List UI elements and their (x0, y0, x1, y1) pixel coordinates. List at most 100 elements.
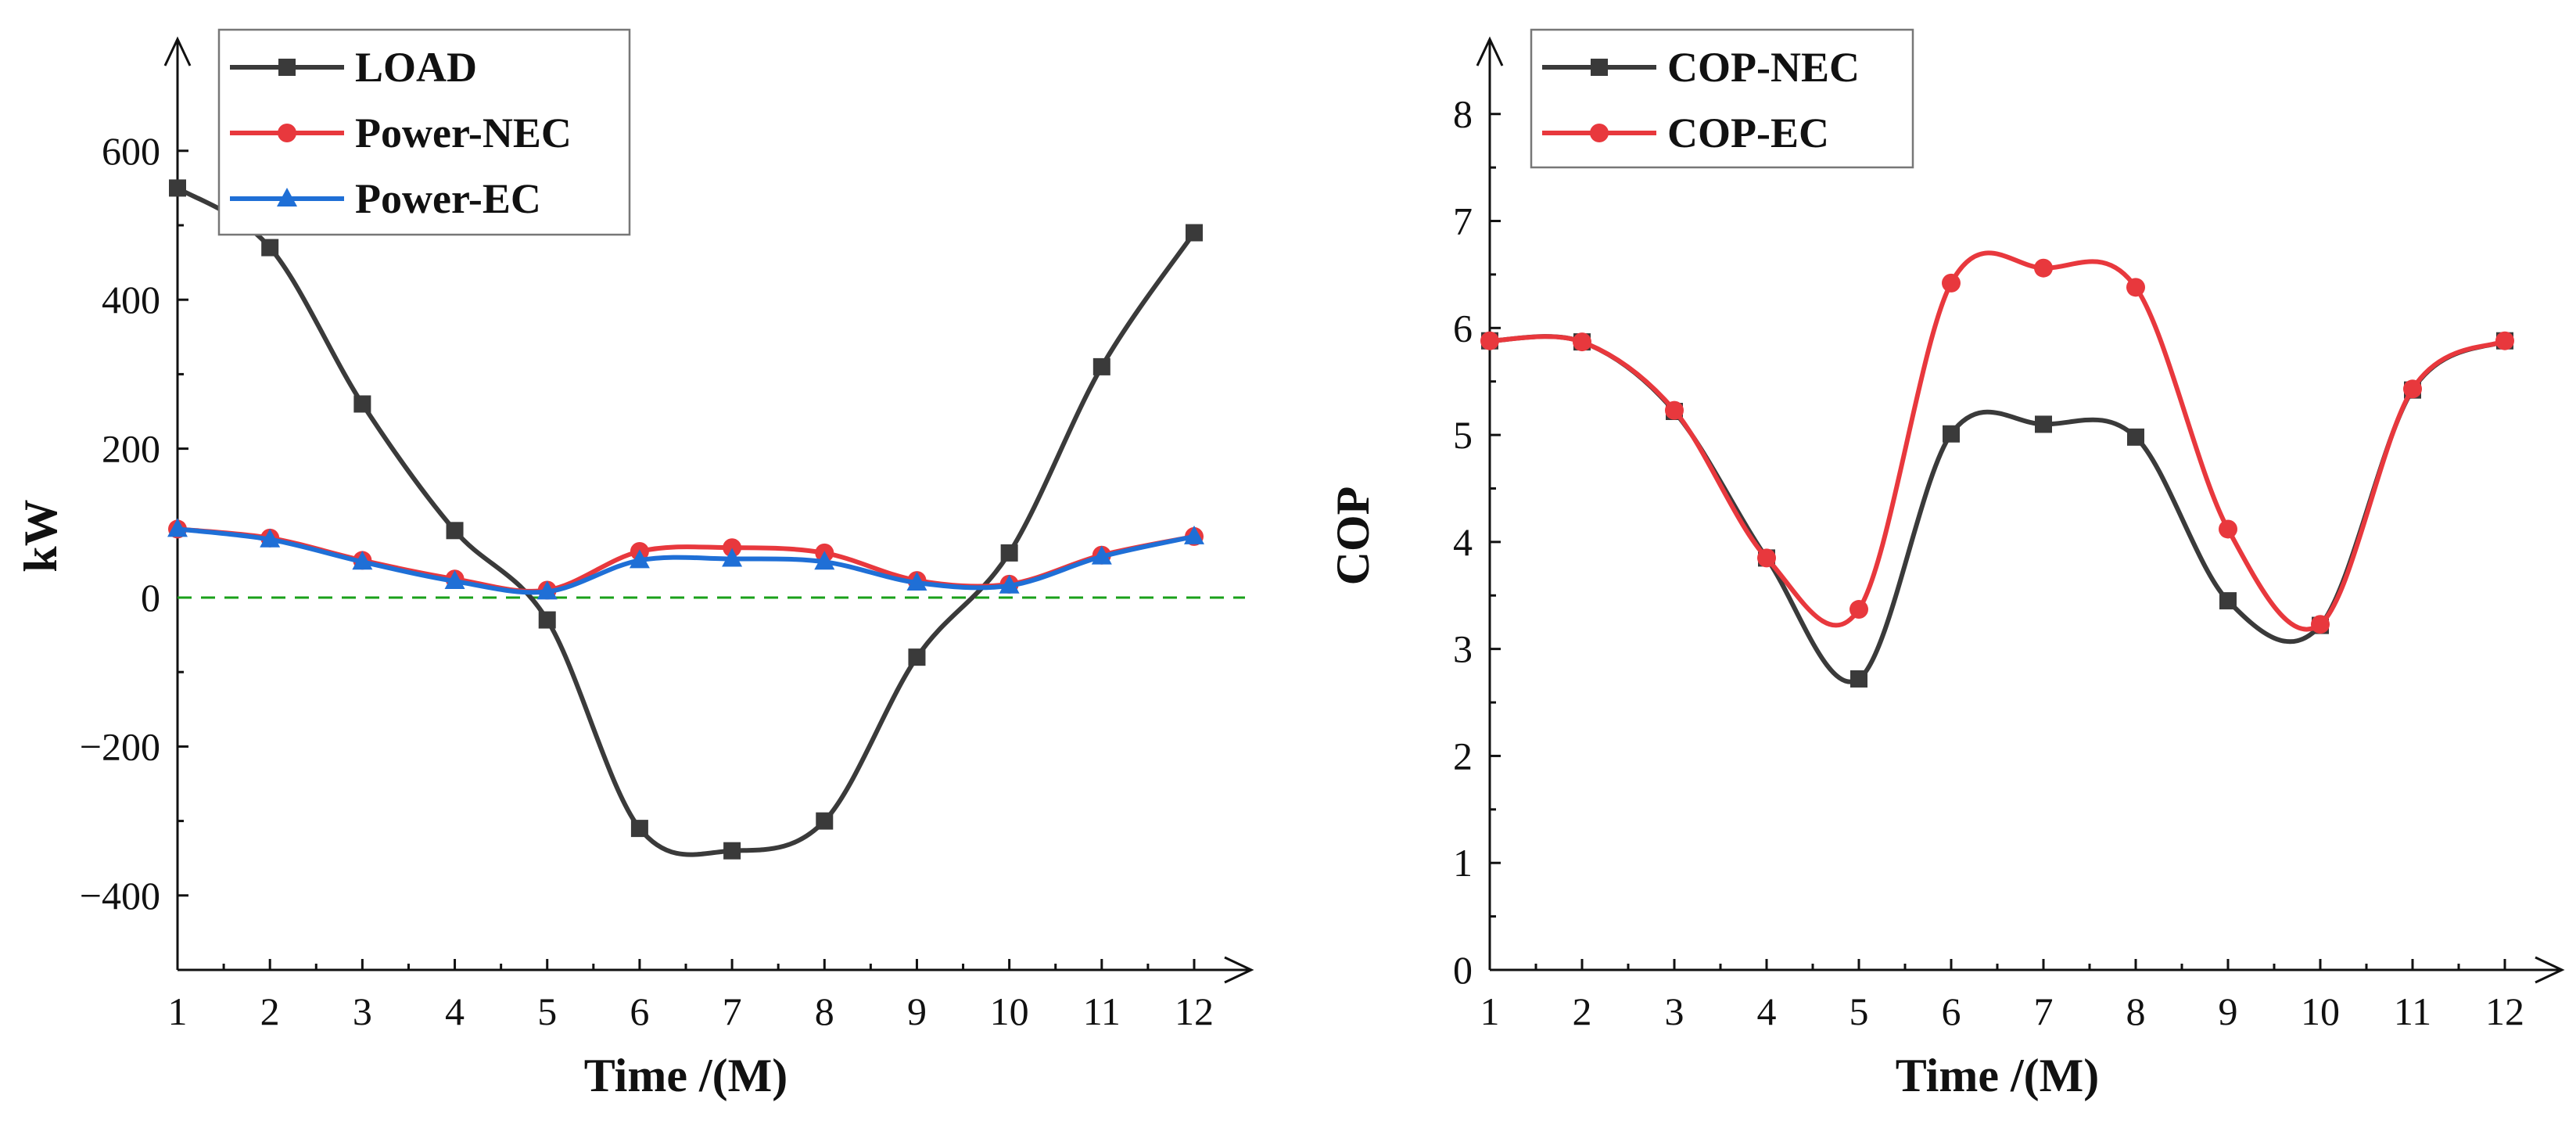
data-point (538, 611, 556, 629)
data-point (723, 538, 742, 558)
data-point (1000, 544, 1018, 562)
data-point (816, 812, 834, 830)
data-point (908, 648, 926, 666)
data-point (2219, 519, 2237, 539)
x-tick-label: 4 (445, 989, 465, 1033)
y-tick-label: −200 (80, 724, 160, 768)
x-tick-label: 3 (1665, 989, 1684, 1033)
legend-marker (1590, 124, 1609, 142)
data-point (722, 548, 743, 567)
data-point (2495, 331, 2514, 350)
series-cop-nec (1481, 332, 2513, 688)
x-axis-arrow-icon (2535, 956, 2565, 984)
data-point (1480, 331, 1499, 350)
data-point (352, 551, 373, 570)
y-tick-label: 6 (1453, 306, 1473, 350)
data-point (2035, 415, 2052, 433)
x-tick-label: 5 (537, 989, 557, 1033)
x-tick-label: 9 (2219, 989, 2238, 1033)
data-point (999, 574, 1020, 594)
y-axis-title: COP (1327, 487, 1379, 586)
data-point (444, 570, 465, 590)
data-point (446, 522, 464, 540)
data-point (353, 395, 371, 413)
y-tick-label: 200 (102, 427, 160, 471)
data-point (2126, 278, 2145, 297)
series-line (177, 526, 1195, 594)
data-point (1757, 548, 1776, 568)
data-point (2403, 379, 2422, 399)
y-tick-label: 2 (1453, 734, 1473, 777)
data-point (536, 580, 558, 600)
data-point (2034, 258, 2053, 278)
y-tick-label: 600 (102, 129, 160, 173)
x-axis-title: Time /(M) (1896, 1050, 2099, 1101)
legend: COP-NEC COP-EC (1530, 28, 1914, 169)
y-tick-label: 4 (1453, 520, 1473, 564)
series-cop-ec (1480, 250, 2514, 634)
data-point (723, 842, 741, 860)
series-power-ec (167, 518, 1204, 600)
legend-marker (278, 124, 296, 142)
y-tick-label: 0 (141, 576, 160, 619)
y-tick-label: 8 (1453, 92, 1473, 136)
x-tick-label: 6 (1942, 989, 1961, 1033)
y-tick-label: 0 (1453, 948, 1473, 992)
y-axis-title: kW (15, 499, 66, 572)
data-point (1942, 273, 1961, 293)
series-line (176, 185, 1197, 857)
x-axis-arrow-icon (1224, 956, 1254, 984)
x-tick-label: 9 (907, 989, 927, 1033)
data-point (167, 518, 188, 537)
legend-label: COP-EC (1667, 110, 1829, 156)
x-tick-label: 11 (2394, 989, 2431, 1033)
data-point (629, 549, 650, 569)
legend-marker (278, 59, 296, 76)
x-tick-label: 7 (2034, 989, 2054, 1033)
x-tick-label: 7 (723, 989, 742, 1033)
data-point (1665, 400, 1684, 420)
y-tick-label: 400 (102, 278, 160, 321)
series-line (1489, 250, 2506, 632)
data-point (2311, 615, 2330, 634)
legend-marker (1591, 59, 1608, 76)
data-point (2127, 428, 2144, 446)
y-axis-arrow-icon (1476, 36, 1504, 66)
data-point (1943, 425, 1960, 443)
data-point (906, 571, 927, 591)
x-axis-title: Time /(M) (584, 1050, 788, 1101)
legend-box (1530, 28, 1914, 169)
data-point (169, 179, 186, 197)
series-line (1489, 334, 2506, 684)
data-point (630, 820, 648, 838)
y-tick-label: 5 (1453, 413, 1473, 457)
x-tick-label: 12 (2485, 989, 2524, 1033)
data-point (261, 239, 279, 257)
legend-label: COP-NEC (1667, 44, 1860, 91)
legend-label: LOAD (355, 44, 477, 91)
legend: LOAD Power-NEC Power-EC (217, 28, 631, 236)
x-tick-label: 5 (1849, 989, 1869, 1033)
data-point (1850, 670, 1867, 688)
y-tick-label: 7 (1453, 199, 1473, 243)
x-tick-label: 11 (1083, 989, 1121, 1033)
data-point (1186, 224, 1203, 242)
data-point (260, 528, 281, 548)
data-point (1184, 525, 1204, 544)
series-line (177, 526, 1195, 595)
data-point (814, 551, 835, 570)
y-axis-arrow-icon (163, 36, 192, 66)
y-tick-label: −400 (80, 874, 160, 918)
legend-label: Power-NEC (355, 110, 572, 156)
x-tick-label: 10 (990, 989, 1029, 1033)
y-tick-label: 1 (1453, 841, 1473, 885)
x-tick-label: 3 (353, 989, 372, 1033)
x-tick-label: 2 (260, 989, 280, 1033)
data-point (1849, 600, 1868, 619)
data-point (1092, 357, 1110, 375)
data-point (1091, 545, 1112, 565)
